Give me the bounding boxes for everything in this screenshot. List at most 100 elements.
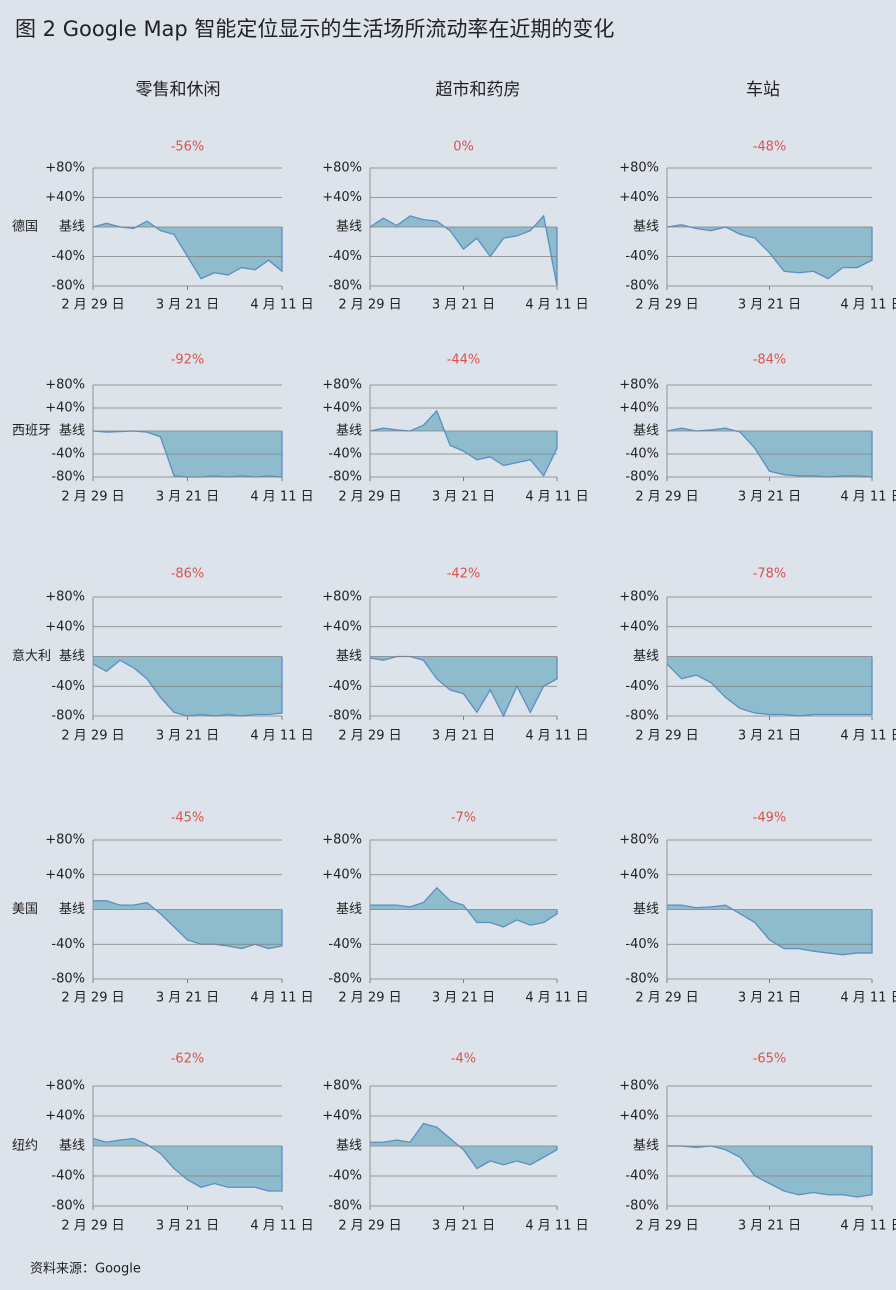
x-tick-label: 3 月 21 日 [432, 991, 495, 1006]
y-tick-label: -80% [625, 470, 659, 485]
chart-title: -49% [753, 811, 787, 826]
x-tick-label: 3 月 21 日 [738, 991, 801, 1006]
x-tick-label: 4 月 11 日 [840, 490, 896, 505]
y-tick-label: 基线 [59, 1139, 85, 1154]
x-tick-label: 3 月 21 日 [432, 729, 495, 744]
y-tick-label: +40% [619, 190, 659, 205]
y-tick-label: +80% [619, 161, 659, 176]
x-tick-label: 2 月 29 日 [635, 298, 698, 313]
column-header: 超市和药房 [436, 80, 521, 100]
y-tick-label: -40% [625, 249, 659, 264]
y-tick-label: +40% [322, 867, 362, 882]
line [369, 409, 558, 478]
area [93, 1138, 282, 1191]
row-label: 西班牙 [12, 424, 51, 439]
x-tick-label: 4 月 11 日 [250, 490, 313, 505]
chart-title: -92% [171, 353, 205, 368]
y-tick-label: -40% [328, 937, 362, 952]
y-tick-label: +80% [322, 161, 362, 176]
chart-title: -56% [171, 140, 205, 155]
x-tick-label: 3 月 21 日 [738, 490, 801, 505]
y-tick-label: -40% [625, 1169, 659, 1184]
y-tick-label: +40% [45, 619, 85, 634]
y-tick-label: +80% [619, 378, 659, 393]
y-tick-label: 基线 [336, 902, 362, 917]
row-label: 意大利 [12, 648, 51, 664]
line [92, 220, 283, 280]
chart-title: -65% [753, 1052, 787, 1067]
chart-title: -42% [447, 567, 481, 582]
y-tick-label: 基线 [633, 1139, 659, 1154]
line [92, 1137, 283, 1192]
area [93, 221, 282, 279]
area [667, 905, 872, 955]
x-tick-label: 2 月 29 日 [61, 729, 124, 744]
line [92, 656, 283, 717]
y-tick-label: -80% [625, 279, 659, 294]
line [370, 886, 558, 928]
y-tick-label: -80% [51, 709, 85, 724]
x-tick-label: 4 月 11 日 [250, 298, 313, 313]
x-tick-label: 2 月 29 日 [635, 991, 698, 1006]
x-tick-label: 3 月 21 日 [738, 1219, 801, 1234]
y-tick-label: 基线 [59, 220, 85, 235]
y-tick-label: +40% [619, 1109, 659, 1124]
y-tick-label: +80% [45, 590, 85, 605]
y-tick-label: +40% [322, 190, 362, 205]
column-header: 车站 [746, 80, 780, 100]
y-tick-label: +40% [322, 1109, 362, 1124]
y-tick-label: -80% [51, 1199, 85, 1214]
area [667, 428, 872, 477]
y-tick-label: -80% [51, 279, 85, 294]
y-tick-label: +40% [619, 401, 659, 416]
x-tick-label: 4 月 11 日 [840, 1219, 896, 1234]
y-tick-label: 基线 [336, 1139, 362, 1154]
y-tick-label: -40% [625, 447, 659, 462]
y-tick-label: +80% [619, 1079, 659, 1094]
y-tick-label: +40% [322, 401, 362, 416]
x-tick-label: 4 月 11 日 [840, 729, 896, 744]
x-tick-label: 4 月 11 日 [840, 298, 896, 313]
y-tick-label: -80% [328, 709, 362, 724]
x-tick-label: 4 月 11 日 [525, 991, 588, 1006]
x-tick-label: 4 月 11 日 [250, 991, 313, 1006]
y-tick-label: -40% [328, 447, 362, 462]
x-tick-label: 2 月 29 日 [61, 298, 124, 313]
x-tick-label: 2 月 29 日 [635, 1219, 698, 1234]
y-tick-label: 基线 [633, 424, 659, 439]
line [666, 224, 873, 280]
y-tick-label: +80% [322, 833, 362, 848]
x-tick-label: 4 月 11 日 [840, 991, 896, 1006]
y-tick-label: +80% [322, 378, 362, 393]
chart-title: -48% [753, 140, 787, 155]
row-label: 纽约 [12, 1139, 38, 1154]
y-tick-label: -40% [51, 249, 85, 264]
area [667, 224, 872, 279]
y-tick-label: 基线 [59, 902, 85, 917]
chart-title: -4% [451, 1052, 476, 1067]
y-tick-label: -80% [328, 470, 362, 485]
y-tick-label: +80% [322, 1079, 362, 1094]
x-tick-label: 2 月 29 日 [338, 991, 401, 1006]
line [666, 656, 873, 717]
chart-title: 0% [453, 140, 474, 155]
y-tick-label: -80% [328, 279, 362, 294]
y-tick-label: +80% [45, 833, 85, 848]
chart-title: -84% [753, 353, 787, 368]
y-tick-label: 基线 [59, 649, 85, 664]
y-tick-label: +80% [45, 378, 85, 393]
column-header: 零售和休闲 [136, 80, 221, 100]
area [667, 1146, 872, 1197]
area [370, 410, 557, 476]
y-tick-label: +40% [45, 190, 85, 205]
y-tick-label: -80% [625, 972, 659, 987]
y-tick-label: -40% [51, 679, 85, 694]
x-tick-label: 2 月 29 日 [338, 298, 401, 313]
x-tick-label: 4 月 11 日 [525, 298, 588, 313]
x-tick-label: 2 月 29 日 [61, 1219, 124, 1234]
y-tick-label: +40% [45, 401, 85, 416]
y-tick-label: +80% [45, 161, 85, 176]
